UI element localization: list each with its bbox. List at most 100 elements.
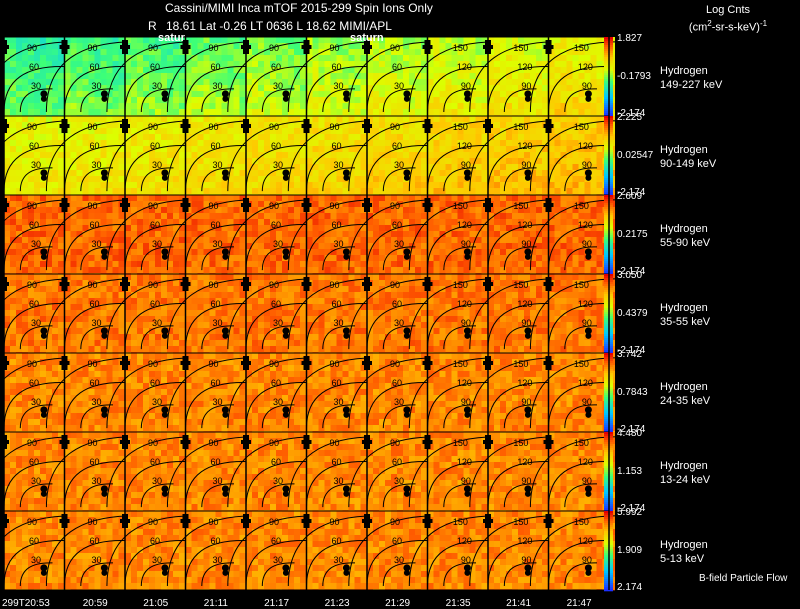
saturn-marker-ring: [343, 411, 350, 418]
contour-line: [201, 246, 235, 271]
channel-species: Hydrogen: [660, 65, 708, 77]
contour-label: 150: [453, 438, 468, 448]
contour-label: 150: [574, 122, 589, 132]
contour-label: 120: [457, 62, 472, 72]
contour-line: [382, 325, 416, 350]
contour-label: 60: [271, 378, 281, 388]
contour-label: 120: [517, 141, 532, 151]
saturn-marker: [584, 327, 592, 335]
saturn-marker: [403, 485, 411, 493]
colorbar-max: 3.742: [617, 349, 643, 360]
contour-label: 60: [90, 220, 100, 230]
saturn-marker: [463, 485, 471, 493]
saturn-marker: [40, 406, 48, 414]
x-tick-label: 21:47: [566, 598, 592, 609]
panel: 90 60 30: [227, 115, 326, 196]
contour-line: [19, 167, 53, 192]
channel-row-3: 90 60 30 90 60 30 90 60 30 90 60 30 90 60 30 90 60 30 90 60…: [0, 273, 629, 355]
saturn-marker: [524, 90, 532, 98]
saturn-marker-ring: [101, 569, 108, 576]
saturn-marker-ring: [464, 95, 471, 102]
colorbar-min: -2.174: [617, 187, 646, 198]
saturn-label-1: satur: [158, 32, 185, 44]
contour-label: 90: [88, 517, 98, 527]
saturn-marker-ring: [524, 411, 531, 418]
contour-label: 60: [29, 299, 39, 309]
x-tick-label: 21:17: [264, 598, 290, 609]
contour-label: 30: [152, 160, 162, 170]
saturn-marker-ring: [403, 569, 410, 576]
contour-label: 60: [150, 457, 160, 467]
contour-line: [382, 167, 416, 192]
saturn-marker-ring: [222, 569, 229, 576]
contour-label: 30: [92, 160, 102, 170]
contour-line: [19, 246, 53, 271]
saturn-marker: [584, 169, 592, 177]
contour-label: 60: [90, 62, 100, 72]
contour-label: 120: [578, 457, 593, 467]
saturn-marker: [100, 564, 108, 572]
channel-species: Hydrogen: [660, 460, 708, 472]
panel: 90 60 30: [287, 36, 387, 117]
contour-label: 90: [461, 239, 471, 249]
contour-line: [564, 562, 598, 587]
contour-line: [201, 404, 235, 429]
contour-label: 60: [271, 62, 281, 72]
colorbar-max: 2.225: [617, 112, 643, 123]
contour-line: [140, 404, 174, 429]
channel-row-1: 90 60 30 90 60 30 90 60 30 90 60 30 90 60 30 90 60 30 90 60…: [0, 115, 629, 197]
contour-label: 30: [152, 81, 162, 91]
channel-energy: 149-227 keV: [660, 79, 723, 91]
contour-label: 150: [513, 122, 528, 132]
contour-label: 60: [29, 457, 39, 467]
contour-label: 30: [213, 81, 223, 91]
contour-label: 30: [213, 239, 223, 249]
contour-line: [443, 325, 477, 350]
contour-label: 90: [209, 201, 219, 211]
contour-label: 90: [330, 438, 340, 448]
contour-label: 30: [273, 160, 283, 170]
contour-label: 60: [150, 220, 160, 230]
contour-label: 150: [513, 517, 528, 527]
contour-label: 90: [330, 280, 340, 290]
contour-label: 150: [574, 280, 589, 290]
saturn-marker: [463, 248, 471, 256]
saturn-marker: [100, 327, 108, 335]
contour-label: 90: [582, 160, 592, 170]
contour-label: 30: [31, 318, 41, 328]
colorbar-max: 1.827: [617, 33, 643, 44]
saturn-label-2: saturn: [350, 32, 384, 44]
saturn-marker: [342, 169, 350, 177]
contour-label: 90: [390, 438, 400, 448]
channel-species: Hydrogen: [660, 539, 708, 551]
saturn-marker-ring: [282, 411, 289, 418]
contour-label: 150: [574, 438, 589, 448]
contour-label: 120: [578, 378, 593, 388]
x-tick-label: 299T20:53: [2, 598, 50, 609]
contour-label: 60: [90, 299, 100, 309]
panel: 90 60 30: [348, 431, 447, 512]
saturn-marker-ring: [222, 95, 229, 102]
saturn-marker-ring: [343, 95, 350, 102]
contour-label: 30: [273, 318, 283, 328]
saturn-marker-ring: [161, 174, 168, 181]
saturn-marker-ring: [161, 332, 168, 339]
contour-label: 120: [578, 299, 593, 309]
contour-line: [19, 483, 53, 508]
contour-label: 60: [29, 378, 39, 388]
channel-energy: 90-149 keV: [660, 158, 717, 170]
contour-label: 120: [517, 220, 532, 230]
contour-label: 90: [521, 555, 531, 565]
contour-label: 60: [392, 378, 402, 388]
contour-line: [322, 404, 356, 429]
contour-label: 90: [148, 359, 158, 369]
contour-line: [140, 562, 174, 587]
contour-label: 90: [269, 517, 279, 527]
contour-label: 60: [150, 378, 160, 388]
colorbar-mid: 0.4379: [617, 307, 648, 319]
saturn-marker-ring: [161, 95, 168, 102]
contour-label: 90: [390, 280, 400, 290]
contour-label: 60: [271, 457, 281, 467]
saturn-marker: [40, 327, 48, 335]
contour-line: [564, 483, 598, 508]
